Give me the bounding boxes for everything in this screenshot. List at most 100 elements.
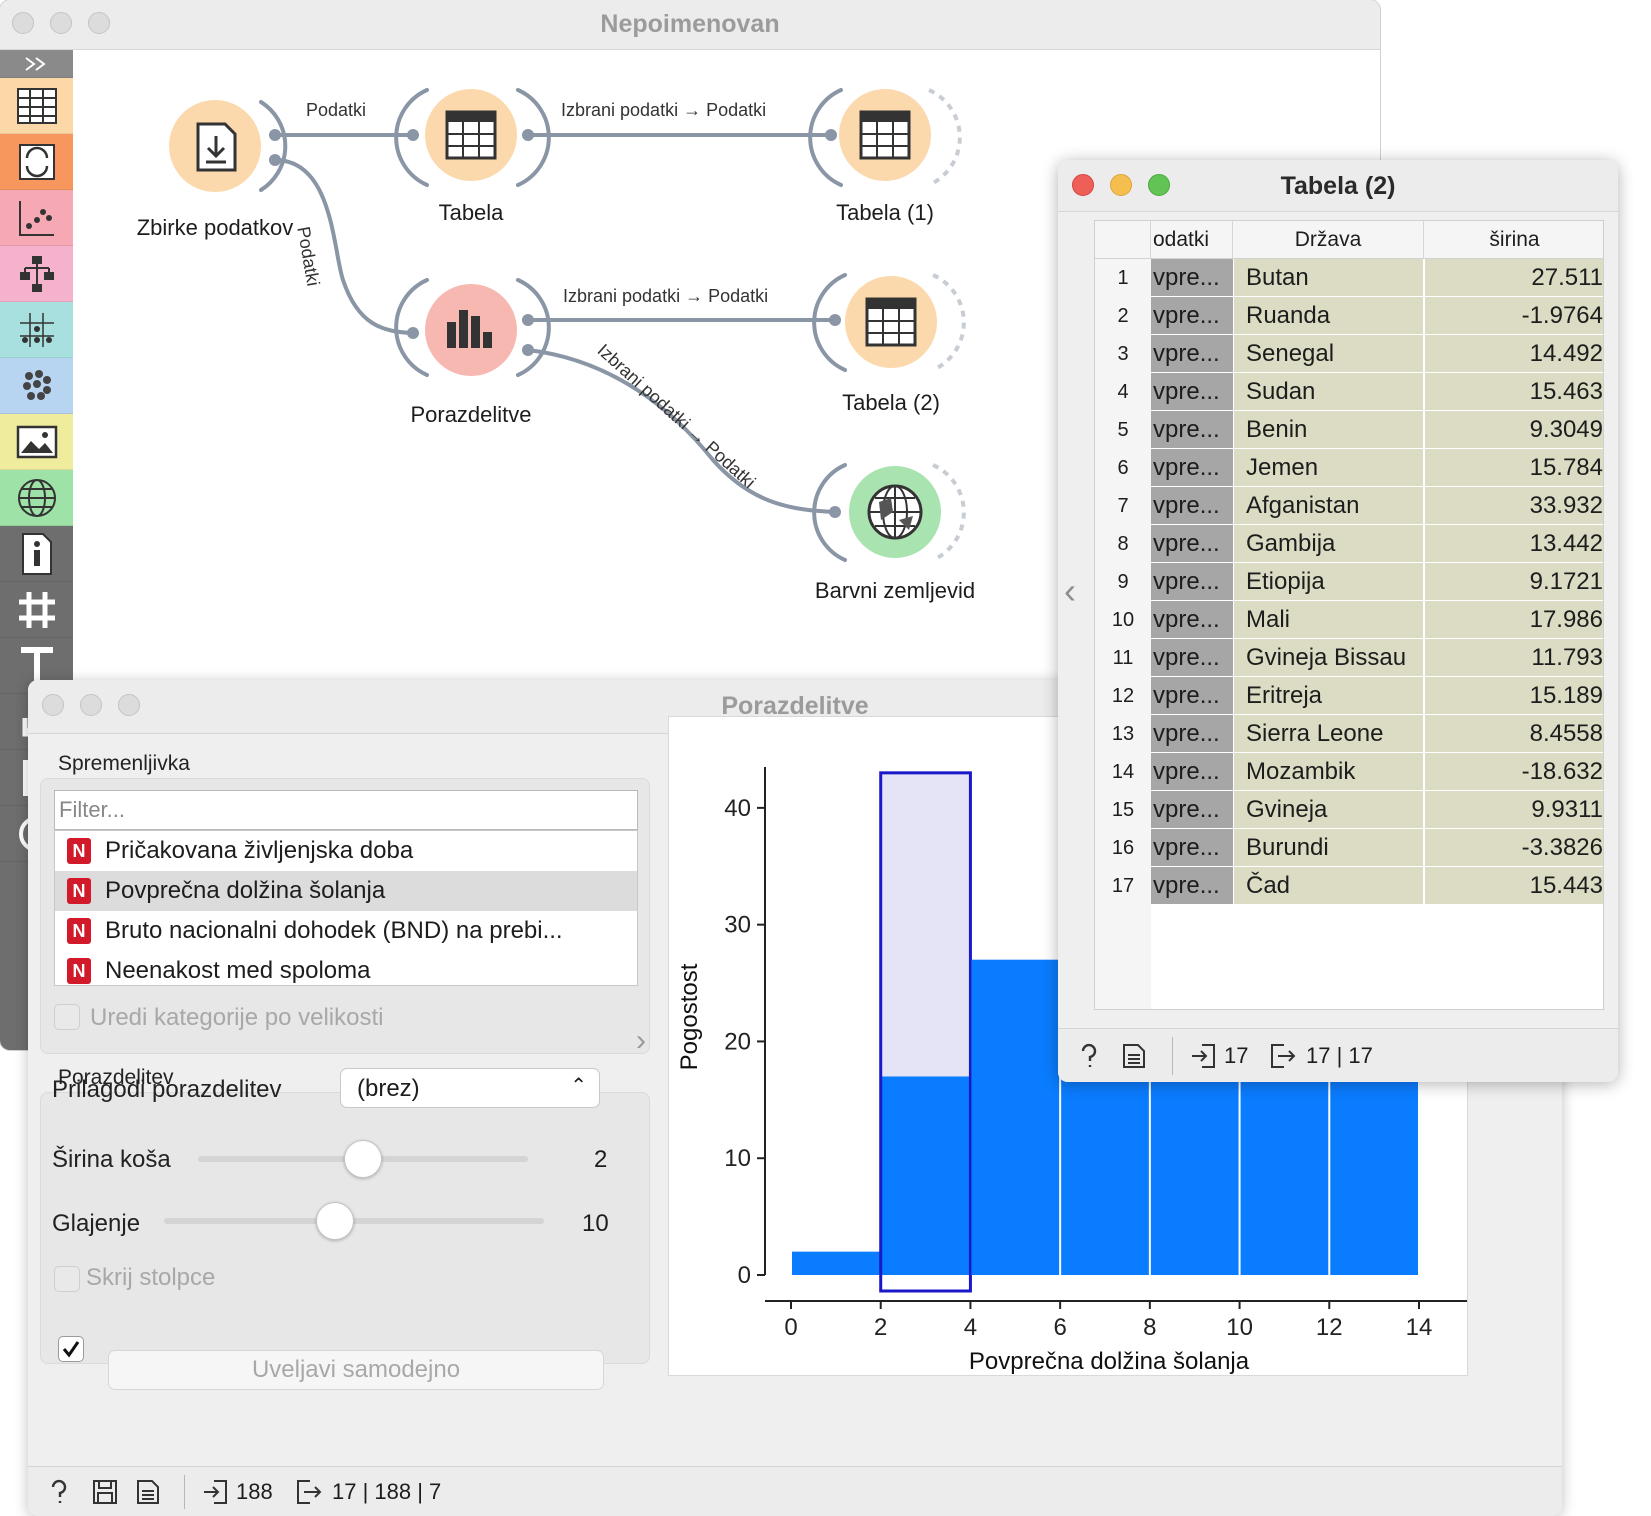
image-icon[interactable] — [0, 414, 73, 470]
table-row[interactable]: 4 vpre... Sudan 15.463 — [1095, 373, 1603, 411]
cell-podatki: vpre... — [1151, 335, 1233, 373]
apply-auto-checkbox[interactable] — [58, 1336, 84, 1362]
x-tick-label: 14 — [1406, 1314, 1433, 1341]
close-button[interactable] — [42, 694, 64, 716]
variable-list[interactable]: N Pričakovana življenjska doba N Povprečna… — [54, 830, 638, 986]
row-index: 7 — [1095, 487, 1151, 525]
list-item[interactable]: N Neenakost med spoloma — [55, 951, 637, 985]
zoom-button[interactable] — [1148, 174, 1170, 196]
cell-sirina: 33.932 — [1424, 487, 1603, 525]
data-table-icon[interactable] — [0, 78, 73, 134]
fit-select[interactable]: (brez) ⌃ — [340, 1068, 600, 1108]
list-item[interactable]: N Pričakovana življenjska doba — [55, 831, 637, 871]
multi-test-icon[interactable] — [0, 302, 73, 358]
table-row[interactable]: 16 vpre... Burundi -3.3826 — [1095, 829, 1603, 867]
column-header[interactable]: odatki — [1151, 221, 1233, 259]
smoothing-slider-handle[interactable] — [316, 1202, 354, 1240]
link-zbirke-porazdelitve[interactable] — [273, 158, 415, 335]
report-icon[interactable] — [1122, 1043, 1146, 1069]
smoothing-value: 10 — [582, 1210, 609, 1237]
minimize-button[interactable] — [50, 12, 72, 34]
y-tick-label: 30 — [724, 912, 751, 939]
sort-checkbox[interactable] — [54, 1004, 80, 1030]
list-item[interactable]: N Povprečna dolžina šolanja — [55, 871, 637, 911]
table-row[interactable]: 3 vpre... Senegal 14.492 — [1095, 335, 1603, 373]
window-title: Porazdelitve — [721, 692, 869, 720]
data-table[interactable]: odatki Država širina 1 vpre... Butan 27.511… — [1094, 220, 1604, 1010]
table-row[interactable]: 7 vpre... Afganistan 33.932 — [1095, 487, 1603, 525]
list-item[interactable]: N Bruto nacionalni dohodek (BND) na prebi… — [55, 911, 637, 951]
report-icon[interactable] — [136, 1479, 160, 1505]
minimize-button[interactable] — [80, 694, 102, 716]
info-icon[interactable] — [0, 526, 73, 582]
help-icon[interactable] — [1078, 1043, 1100, 1069]
table-row[interactable]: 13 vpre... Sierra Leone 8.4558 — [1095, 715, 1603, 753]
zoom-button[interactable] — [118, 694, 140, 716]
selection-outline — [879, 771, 972, 1293]
table-row[interactable]: 9 vpre... Etiopija 9.1721 — [1095, 563, 1603, 601]
table-row[interactable]: 8 vpre... Gambija 13.442 — [1095, 525, 1603, 563]
collapse-left-icon[interactable]: ‹ — [1064, 570, 1076, 611]
table-row[interactable]: 15 vpre... Gvineja 9.9311 — [1095, 791, 1603, 829]
cell-drzava: Gvineja Bissau — [1233, 639, 1423, 677]
table-row[interactable]: 2 vpre... Ruanda -1.9764 — [1095, 297, 1603, 335]
table-titlebar: Tabela (2) — [1058, 160, 1618, 212]
cell-sirina: 14.492 — [1424, 335, 1603, 373]
close-button[interactable] — [1072, 174, 1094, 196]
smoothing-slider[interactable] — [164, 1218, 544, 1224]
table-row[interactable]: 17 vpre... Čad 15.443 — [1095, 867, 1603, 905]
sort-label: Uredi kategorije po velikosti — [90, 1004, 384, 1031]
cell-drzava: Benin — [1233, 411, 1423, 449]
close-button[interactable] — [12, 12, 34, 34]
input-count-value: 188 — [236, 1479, 273, 1504]
bin-width-slider-handle[interactable] — [344, 1140, 382, 1178]
cell-drzava: Jemen — [1233, 449, 1423, 487]
grid-icon[interactable] — [0, 582, 73, 638]
table-row[interactable]: 11 vpre... Gvineja Bissau 11.793 — [1095, 639, 1603, 677]
cell-drzava: Sierra Leone — [1233, 715, 1423, 753]
save-icon[interactable] — [92, 1479, 118, 1505]
globe-icon[interactable] — [0, 470, 73, 526]
corner-cell[interactable] — [1095, 221, 1151, 259]
cell-sirina: 15.189 — [1424, 677, 1603, 715]
row-index: 14 — [1095, 753, 1151, 791]
hide-bars-checkbox[interactable] — [54, 1266, 80, 1292]
table-header: odatki Država širina — [1095, 221, 1603, 259]
table-row[interactable]: 1 vpre... Butan 27.511 — [1095, 259, 1603, 297]
help-icon[interactable] — [48, 1479, 70, 1505]
cell-sirina: 13.442 — [1424, 525, 1603, 563]
cell-sirina: 8.4558 — [1424, 715, 1603, 753]
cell-drzava: Burundi — [1233, 829, 1423, 867]
x-tick-label: 10 — [1226, 1314, 1253, 1341]
cell-sirina: 9.3049 — [1424, 411, 1603, 449]
table-row[interactable]: 10 vpre... Mali 17.986 — [1095, 601, 1603, 639]
column-header[interactable]: širina — [1489, 228, 1540, 251]
transform-icon[interactable] — [0, 134, 73, 190]
table-row[interactable]: 14 vpre... Mozambik -18.632 — [1095, 753, 1603, 791]
up-down-chevron-icon: ⌃ — [570, 1075, 587, 1097]
link-porazdelitve-barvni[interactable] — [526, 348, 837, 514]
variable-name: Bruto nacionalni dohodek (BND) na prebi.… — [105, 917, 563, 944]
clustering-icon[interactable] — [0, 358, 73, 414]
filter-input[interactable]: Filter... — [54, 790, 638, 830]
collapse-icon[interactable] — [0, 50, 73, 78]
scatter-plot-icon[interactable] — [0, 190, 73, 246]
cell-podatki: vpre... — [1151, 829, 1233, 867]
globe-icon — [867, 484, 923, 540]
minimize-button[interactable] — [1110, 174, 1132, 196]
table-icon — [859, 110, 911, 160]
numeric-icon: N — [67, 958, 91, 984]
tree-icon[interactable] — [0, 246, 73, 302]
table-row[interactable]: 5 vpre... Benin 9.3049 — [1095, 411, 1603, 449]
input-count: 188 — [202, 1479, 273, 1505]
collapse-panel-icon[interactable]: › — [636, 1024, 646, 1057]
row-index: 8 — [1095, 525, 1151, 563]
row-index: 2 — [1095, 297, 1151, 335]
table-row[interactable]: 12 vpre... Eritreja 15.189 — [1095, 677, 1603, 715]
zoom-button[interactable] — [88, 12, 110, 34]
cell-podatki: vpre... — [1151, 677, 1233, 715]
row-index: 13 — [1095, 715, 1151, 753]
apply-button[interactable]: Uveljavi samodejno — [108, 1350, 604, 1390]
column-header[interactable]: Država — [1233, 221, 1424, 259]
table-row[interactable]: 6 vpre... Jemen 15.784 — [1095, 449, 1603, 487]
